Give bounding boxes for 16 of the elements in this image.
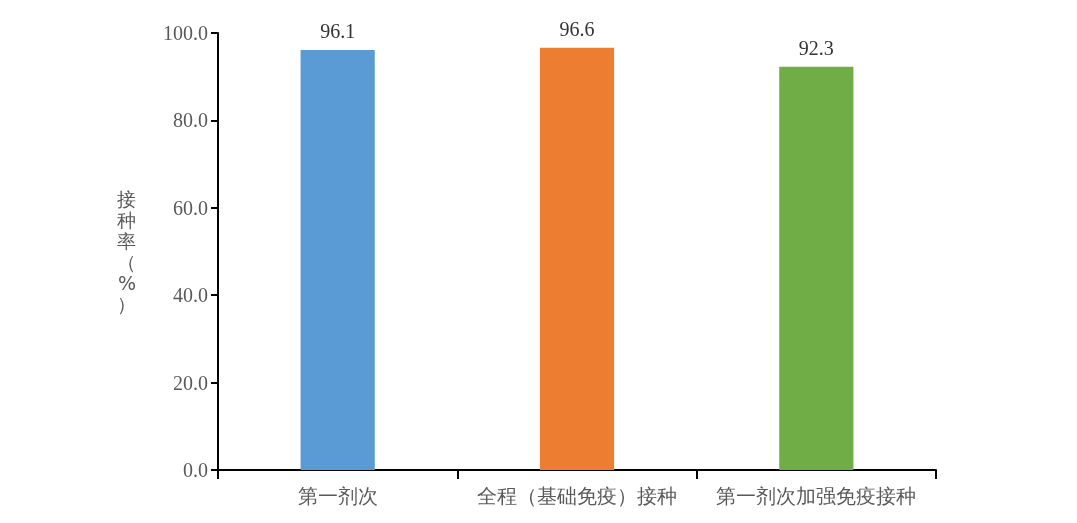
bar <box>539 47 615 470</box>
y-tick-label: 100.0 <box>163 22 208 44</box>
bar <box>300 50 375 470</box>
x-tick-label: 第一剂次加强免疫接种 <box>716 484 917 508</box>
x-tick-label: 第一剂次 <box>297 484 378 508</box>
x-tick-label: 全程（基础免疫）接种 <box>477 484 677 508</box>
y-tick-label: 0.0 <box>183 459 208 481</box>
data-label: 96.1 <box>320 20 356 43</box>
y-tick-label: 80.0 <box>173 109 208 132</box>
y-tick-label: 40.0 <box>173 284 208 307</box>
y-tick-label: 20.0 <box>173 371 208 394</box>
data-label: 96.6 <box>559 17 595 40</box>
bar <box>779 66 854 470</box>
data-label: 92.3 <box>798 36 834 59</box>
y-tick-label: 60.0 <box>173 196 208 219</box>
y-axis-title: 接种率（%） <box>117 188 136 315</box>
